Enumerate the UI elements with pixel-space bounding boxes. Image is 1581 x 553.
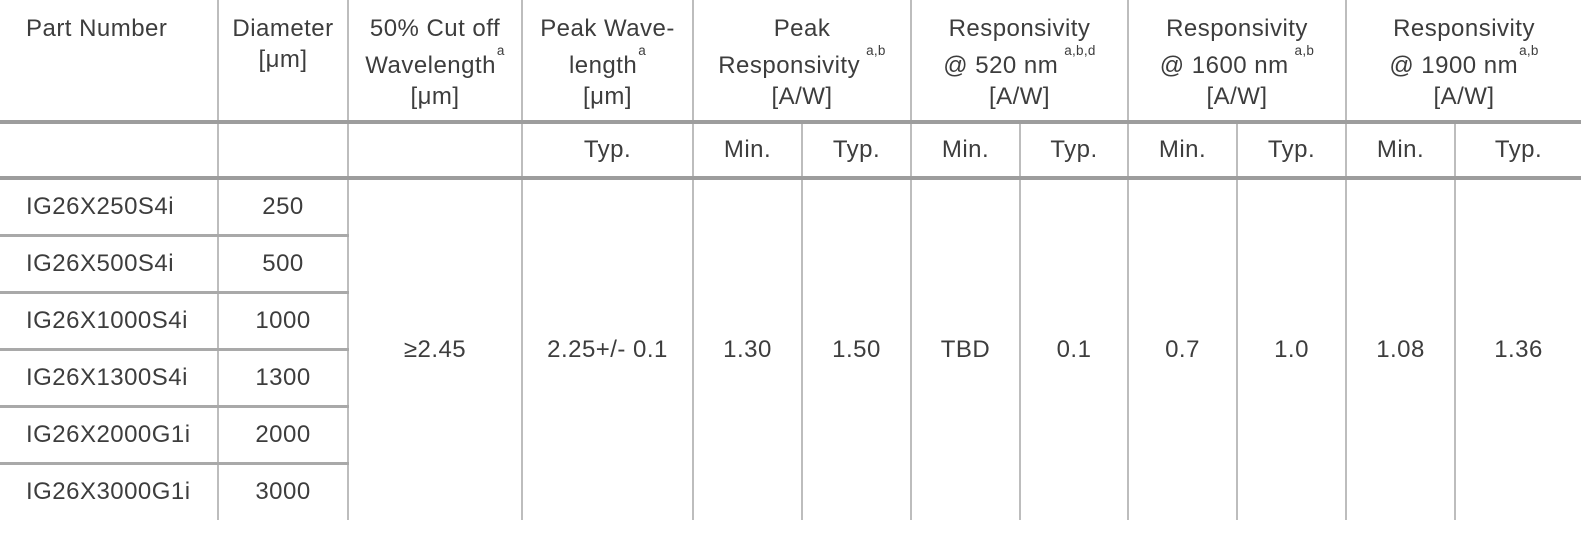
subheader-cell-empty — [218, 122, 349, 180]
header-unit: [A/W] — [771, 83, 833, 110]
subheader-cell-typ: Typ. — [522, 122, 694, 180]
table-row: IG26X2000G1i 2000 — [0, 406, 1581, 465]
header-row: Part Number Diameter [μm] 50% Cut off Wa… — [0, 0, 1581, 124]
footnote-marker: a,b — [866, 43, 886, 58]
col-header-peak-wavelength: Peak Wave- lengtha [μm] — [522, 0, 694, 124]
responsivity-520nm-min-value: TBD — [911, 178, 1021, 520]
subheader-cell-typ: Typ. — [1237, 122, 1348, 180]
header-unit: [μm] — [258, 46, 308, 73]
header-unit: [A/W] — [988, 83, 1051, 110]
header-line: Responsivity — [1393, 15, 1535, 42]
col-header-cutoff-wavelength: 50% Cut off Wavelengtha [μm] — [348, 0, 523, 124]
header-unit: [μm] — [582, 83, 633, 110]
header-line: Part Number — [26, 15, 168, 42]
footnote-marker: a — [638, 43, 647, 58]
responsivity-1900nm-min-value: 1.08 — [1346, 178, 1457, 520]
header-line: lengtha — [523, 43, 692, 81]
subheader-cell-min: Min. — [693, 122, 803, 180]
col-header-part-number: Part Number — [0, 0, 219, 124]
col-header-responsivity-1900nm: Responsivity @ 1900 nma,b [A/W] — [1346, 0, 1581, 124]
table-row: IG26X1000S4i 1000 — [0, 292, 1581, 351]
header-line: Peak Wave- — [540, 15, 675, 42]
subheader-cell-typ: Typ. — [802, 122, 912, 180]
footnote-marker: a — [496, 43, 505, 58]
header-line: Peak — [773, 15, 831, 42]
subheader-cell-typ: Typ. — [1020, 122, 1129, 180]
peak-wavelength-typ-value: 2.25+/- 0.1 — [522, 178, 694, 520]
footnote-marker: a,b — [1519, 43, 1539, 58]
part-number-cell: IG26X250S4i — [0, 178, 219, 237]
header-line: @ 1900 nma,b — [1347, 43, 1581, 81]
header-line: 50% Cut off — [369, 15, 501, 42]
header-unit: [μm] — [410, 83, 460, 110]
col-header-peak-responsivity: Peak Responsivity a,b [A/W] — [693, 0, 912, 124]
header-text: @ 520 nm — [943, 52, 1059, 79]
part-number-cell: IG26X3000G1i — [0, 463, 219, 520]
col-header-responsivity-1600nm: Responsivity @ 1600 nm a,b [A/W] — [1128, 0, 1348, 124]
peak-responsivity-typ-value: 1.50 — [802, 178, 912, 520]
footnote-marker: a,b,d — [1064, 43, 1096, 58]
header-text: Responsivity — [718, 52, 861, 79]
col-header-diameter: Diameter [μm] — [218, 0, 349, 124]
subheader-row: Typ. Min. Typ. Min. Typ. Min. Typ. Min. … — [0, 122, 1581, 180]
responsivity-520nm-typ-value: 0.1 — [1020, 178, 1129, 520]
table-row: IG26X250S4i 250 ≥2.45 2.25+/- 0.1 1.30 1… — [0, 178, 1581, 520]
responsivity-1600nm-typ-value: 1.0 — [1237, 178, 1348, 520]
table-row: IG26X500S4i 500 — [0, 235, 1581, 294]
part-number-cell: IG26X2000G1i — [0, 406, 219, 465]
header-unit: [A/W] — [1206, 83, 1268, 110]
header-line: Responsivity — [948, 15, 1091, 42]
header-unit: [A/W] — [1433, 83, 1495, 110]
table-row: IG26X3000G1i 3000 — [0, 463, 1581, 520]
subheader-cell-empty — [0, 122, 219, 180]
part-number-cell: IG26X1000S4i — [0, 292, 219, 351]
diameter-cell: 250 — [218, 178, 349, 237]
header-text: @ 1900 nm — [1389, 52, 1519, 79]
diameter-cell: 1000 — [218, 292, 349, 351]
spec-table: Part Number Diameter [μm] 50% Cut off Wa… — [0, 0, 1581, 520]
header-line: Diameter — [232, 15, 334, 42]
subheader-cell-empty — [348, 122, 523, 180]
header-line: Responsivity — [1166, 15, 1308, 42]
header-line: Wavelengtha — [349, 43, 521, 81]
header-line: @ 520 nm a,b,d — [912, 43, 1127, 81]
part-number-cell: IG26X1300S4i — [0, 349, 219, 408]
subheader-cell-min: Min. — [1128, 122, 1238, 180]
peak-responsivity-min-value: 1.30 — [693, 178, 803, 520]
subheader-cell-min: Min. — [911, 122, 1021, 180]
footnote-marker: a,b — [1294, 43, 1315, 58]
cutoff-wavelength-value: ≥2.45 — [348, 178, 523, 520]
responsivity-1900nm-typ-value: 1.36 — [1494, 336, 1543, 363]
table-row: IG26X1300S4i 1300 — [0, 349, 1581, 408]
subheader-cell-min: Min. — [1346, 122, 1457, 180]
header-line: Responsivity a,b — [694, 43, 910, 81]
diameter-cell: 1300 — [218, 349, 349, 408]
diameter-cell: 500 — [218, 235, 349, 294]
responsivity-1600nm-min-value: 0.7 — [1128, 178, 1238, 520]
header-text: @ 1600 nm — [1159, 52, 1289, 79]
part-number-cell: IG26X500S4i — [0, 235, 219, 294]
header-text: length — [568, 52, 638, 79]
subheader-cell-typ: Typ. — [1455, 122, 1581, 180]
diameter-cell: 2000 — [218, 406, 349, 465]
diameter-cell: 3000 — [218, 463, 349, 520]
header-text: Wavelength — [365, 52, 496, 79]
col-header-responsivity-520nm: Responsivity @ 520 nm a,b,d [A/W] — [911, 0, 1129, 124]
header-line: @ 1600 nm a,b — [1129, 43, 1345, 81]
